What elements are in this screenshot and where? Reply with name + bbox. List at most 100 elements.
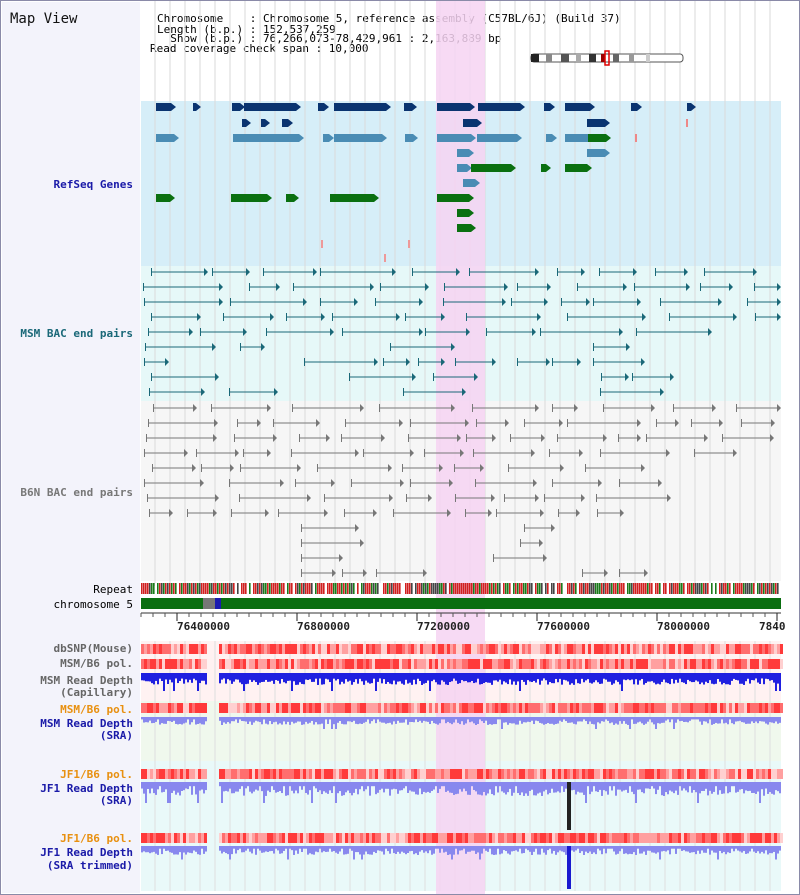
read-depth-bar — [323, 717, 325, 729]
polymorphism-cell — [426, 703, 429, 713]
repeat-mark — [397, 583, 399, 594]
repeat-mark — [711, 583, 713, 594]
read-depth-bar — [389, 717, 391, 723]
read-depth-bar — [451, 846, 453, 860]
bac-end — [392, 268, 396, 276]
polymorphism-cell — [738, 833, 741, 843]
read-depth-bar — [447, 782, 449, 791]
read-depth-bar — [735, 782, 737, 793]
bac-end — [691, 419, 692, 427]
read-depth-bar — [425, 846, 427, 852]
polymorphism-cell — [339, 833, 342, 843]
read-depth-bar — [645, 673, 647, 684]
polymorphism-cell — [420, 644, 423, 654]
read-depth-bar — [165, 782, 167, 790]
read-depth-bar — [657, 717, 659, 724]
read-depth-bar — [263, 782, 265, 803]
bac-end — [213, 434, 217, 442]
polymorphism-cell — [270, 703, 273, 713]
read-depth-bar — [651, 717, 653, 723]
read-depth-bar — [625, 846, 627, 854]
read-depth-bar — [559, 673, 561, 679]
read-depth-bar — [483, 717, 485, 723]
read-depth-bar — [189, 782, 191, 787]
read-depth-bar — [183, 717, 185, 724]
polymorphism-cell — [759, 659, 762, 669]
repeat-mark — [635, 583, 637, 594]
read-depth-bar — [587, 673, 589, 680]
read-depth-bar — [321, 846, 323, 853]
bac-end — [544, 494, 545, 502]
read-depth-bar — [539, 717, 541, 723]
polymorphism-cell — [165, 644, 168, 654]
read-depth-bar — [719, 782, 721, 791]
polymorphism-cell — [567, 644, 570, 654]
polymorphism-cell — [219, 644, 222, 654]
gene-feature — [318, 103, 324, 111]
repeat-mark — [685, 583, 687, 594]
bac-end — [585, 464, 586, 472]
repeat-mark — [235, 583, 237, 594]
polymorphism-cell — [711, 644, 714, 654]
polymorphism-cell — [165, 659, 168, 669]
repeat-mark — [407, 583, 409, 594]
read-depth-bar — [529, 846, 531, 852]
read-depth-bar — [457, 673, 459, 684]
read-depth-bar — [465, 846, 467, 854]
read-depth-bar — [313, 846, 315, 855]
bac-end — [598, 479, 602, 487]
read-depth-bar — [699, 673, 701, 685]
bac-end — [373, 509, 377, 517]
bac-end — [342, 569, 343, 577]
read-depth-bar — [765, 846, 767, 851]
bac-end — [620, 509, 624, 517]
repeat-mark — [609, 583, 611, 594]
read-depth-bar — [761, 717, 763, 722]
polymorphism-cell — [264, 769, 267, 779]
polymorphism-cell — [159, 833, 162, 843]
polymorphism-cell — [258, 644, 261, 654]
read-depth-bar — [405, 717, 407, 720]
read-depth-bar — [343, 673, 345, 684]
polymorphism-cell — [672, 659, 675, 669]
polymorphism-cell — [687, 833, 690, 843]
read-depth-bar — [737, 717, 739, 722]
polymorphism-cell — [204, 644, 207, 654]
polymorphism-cell — [381, 659, 384, 669]
repeat-mark — [355, 583, 357, 594]
read-depth-bar — [725, 673, 727, 685]
read-depth-bar — [449, 673, 451, 683]
polymorphism-cell — [333, 644, 336, 654]
polymorphism-cell — [339, 769, 342, 779]
read-depth-bar — [339, 782, 341, 792]
read-depth-bar — [737, 673, 739, 681]
bac-end — [719, 419, 723, 427]
gene-feature — [405, 134, 413, 142]
polymorphism-cell — [156, 833, 159, 843]
polymorphism-cell — [288, 659, 291, 669]
read-depth-bar — [575, 673, 577, 680]
polymorphism-cell — [171, 659, 174, 669]
read-depth-bar — [537, 846, 539, 855]
bac-end — [229, 388, 230, 396]
bac-end — [722, 434, 723, 442]
repeat-mark — [477, 583, 479, 594]
polymorphism-cell — [372, 833, 375, 843]
read-depth-bar — [685, 782, 687, 791]
read-depth-bar — [683, 673, 685, 683]
polymorphism-cell — [468, 833, 471, 843]
chromosome-label: chromosome 5 — [53, 598, 133, 611]
polymorphism-cell — [282, 659, 285, 669]
repeat-mark — [701, 583, 703, 594]
read-depth-bar — [441, 846, 443, 849]
repeat-mark — [669, 583, 671, 594]
read-depth-bar — [705, 717, 707, 722]
polymorphism-cell — [255, 769, 258, 779]
polymorphism-cell — [258, 703, 261, 713]
read-depth-bar — [483, 673, 485, 683]
polymorphism-cell — [696, 769, 699, 779]
bac-end — [360, 539, 364, 547]
repeat-mark — [679, 583, 681, 594]
polymorphism-cell — [612, 833, 615, 843]
